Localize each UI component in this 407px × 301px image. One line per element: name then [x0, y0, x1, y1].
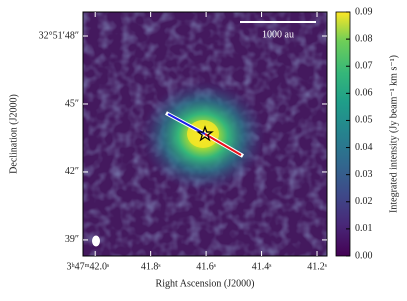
- colorbar-tick-label: 0.04: [355, 142, 373, 153]
- colorbar-tick-label: 0.06: [355, 88, 373, 99]
- colorbar-tick-label: 0.03: [355, 169, 373, 180]
- x-tick-label: 41.6ˢ: [196, 261, 216, 272]
- colorbar-label: Integrated intensity (Jy beam⁻¹ km s⁻¹): [388, 55, 399, 213]
- colorbar-tick-label: 0.05: [355, 115, 373, 126]
- x-tick-label: 41.4ˢ: [252, 261, 272, 272]
- x-tick-label: 41.8ˢ: [141, 261, 161, 272]
- y-tick-label: 42″: [65, 166, 79, 177]
- x-axis-label: Right Ascension (J2000): [156, 278, 255, 289]
- x-tick-label: 3ʰ47ᵐ42.0ˢ: [66, 261, 109, 272]
- colorbar-tick-label: 0.01: [355, 223, 373, 234]
- colorbar-tick-label: 0.00: [355, 250, 373, 261]
- outflow-red: [204, 133, 242, 156]
- scale-bar-label: 1000 au: [262, 29, 294, 40]
- colorbar-tick-label: 0.09: [355, 6, 373, 17]
- colorbar: [335, 11, 351, 257]
- colorbar-tick-label: 0.07: [355, 61, 373, 72]
- beam: [92, 235, 100, 247]
- colorbar-tick-label: 0.02: [355, 196, 373, 207]
- y-tick-label: 39″: [65, 234, 79, 245]
- y-tick-label: 32°51′48″: [39, 30, 79, 41]
- colorbar-tick-label: 0.08: [355, 33, 373, 44]
- y-axis-label: Declination (J2000): [8, 94, 19, 174]
- x-tick-label: 41.2ˢ: [307, 261, 327, 272]
- outflow-blue: [167, 113, 206, 135]
- protostar: [196, 125, 214, 142]
- plot-frame: [82, 11, 328, 257]
- y-tick-label: 45″: [65, 98, 79, 109]
